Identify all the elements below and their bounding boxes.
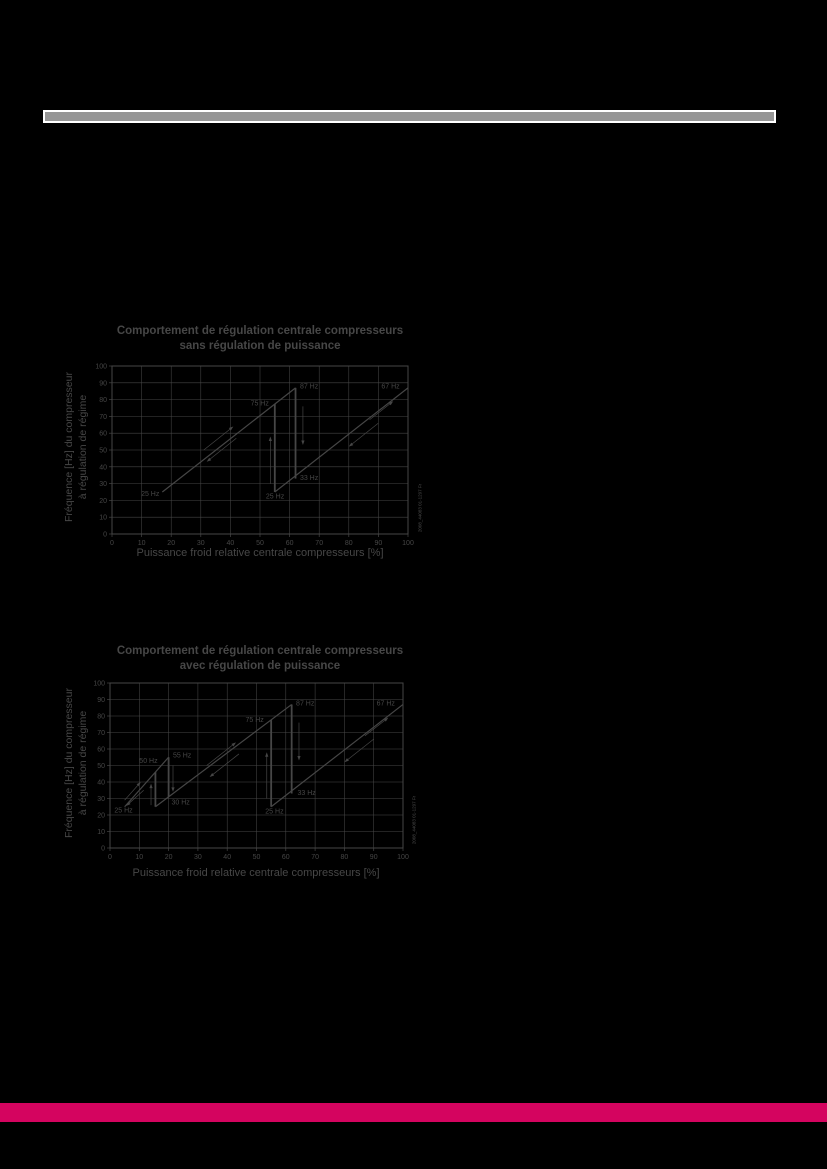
chart1-doc-code: 2008_44083 01-1297 Fr [417, 483, 423, 533]
svg-text:0: 0 [108, 854, 112, 861]
chart2-title: Comportement de régulation centrale comp… [95, 644, 425, 674]
chart1-y-axis-label: Fréquence [Hz] du compresseur à régulati… [62, 342, 90, 552]
header-rule-bar [43, 110, 776, 123]
chart1-y-axis-label-line1: Fréquence [Hz] du compresseur [63, 372, 75, 522]
svg-text:60: 60 [97, 747, 105, 754]
svg-text:30 Hz: 30 Hz [172, 799, 191, 806]
svg-text:60: 60 [99, 431, 107, 438]
chart1-y-axis-label-line2: à régulation de régime [77, 394, 89, 500]
svg-text:60: 60 [286, 540, 294, 547]
svg-text:0: 0 [103, 532, 107, 539]
svg-text:70: 70 [99, 414, 107, 421]
svg-text:25 Hz: 25 Hz [265, 808, 284, 815]
svg-text:30: 30 [97, 796, 105, 803]
chart2-title-line1: Comportement de régulation centrale comp… [116, 645, 404, 657]
svg-text:70: 70 [311, 854, 319, 861]
svg-text:70: 70 [315, 540, 323, 547]
svg-text:87 Hz: 87 Hz [300, 384, 319, 391]
svg-text:55 Hz: 55 Hz [173, 752, 192, 759]
svg-text:90: 90 [99, 380, 107, 387]
svg-text:0: 0 [110, 540, 114, 547]
svg-text:50: 50 [256, 540, 264, 547]
svg-text:50: 50 [97, 763, 105, 770]
svg-text:33 Hz: 33 Hz [298, 790, 317, 797]
svg-text:30: 30 [99, 481, 107, 488]
svg-text:40: 40 [99, 464, 107, 471]
svg-text:80: 80 [341, 854, 349, 861]
svg-text:80: 80 [345, 540, 353, 547]
svg-text:20: 20 [99, 498, 107, 505]
chart1-title: Comportement de régulation centrale comp… [95, 324, 425, 354]
svg-text:75 Hz: 75 Hz [246, 717, 265, 724]
chart2-y-axis-label: Fréquence [Hz] du compresseur à régulati… [62, 658, 90, 868]
chart2-x-axis-label: Puissance froid relative centrale compre… [132, 867, 380, 879]
chart1-title-line1: Comportement de régulation centrale comp… [116, 325, 404, 337]
svg-text:70: 70 [97, 730, 105, 737]
svg-text:30: 30 [194, 854, 202, 861]
svg-text:40: 40 [227, 540, 235, 547]
svg-text:75 Hz: 75 Hz [251, 400, 270, 407]
svg-text:90: 90 [375, 540, 383, 547]
svg-text:50 Hz: 50 Hz [139, 758, 158, 765]
svg-text:40: 40 [97, 780, 105, 787]
svg-text:20: 20 [97, 813, 105, 820]
chart2-doc-code: 2008_44083 01-1297 Fr [411, 795, 417, 845]
svg-text:10: 10 [135, 854, 143, 861]
svg-text:40: 40 [223, 854, 231, 861]
chart2-y-axis-label-line1: Fréquence [Hz] du compresseur [63, 688, 75, 838]
svg-text:30: 30 [197, 540, 205, 547]
chart2-y-axis-label-line2: à régulation de régime [77, 710, 89, 816]
svg-text:100: 100 [93, 681, 105, 688]
svg-text:25 Hz: 25 Hz [266, 494, 285, 501]
svg-text:100: 100 [402, 540, 414, 547]
svg-text:87 Hz: 87 Hz [296, 700, 315, 707]
chart2-title-line2: avec régulation de puissance [179, 660, 341, 672]
svg-text:90: 90 [370, 854, 378, 861]
footer-color-bar [0, 1103, 827, 1122]
svg-text:100: 100 [397, 854, 409, 861]
svg-text:90: 90 [97, 697, 105, 704]
svg-text:67 Hz: 67 Hz [377, 700, 396, 707]
svg-text:20: 20 [165, 854, 173, 861]
svg-text:25 Hz: 25 Hz [141, 491, 160, 498]
svg-text:80: 80 [99, 397, 107, 404]
svg-text:10: 10 [99, 515, 107, 522]
svg-text:33 Hz: 33 Hz [300, 475, 319, 482]
svg-text:10: 10 [138, 540, 146, 547]
chart1-x-axis-label: Puissance froid relative centrale compre… [136, 547, 384, 559]
svg-text:60: 60 [282, 854, 290, 861]
svg-text:10: 10 [97, 829, 105, 836]
chart1-title-line2: sans régulation de puissance [179, 340, 341, 352]
svg-text:67 Hz: 67 Hz [381, 384, 400, 391]
svg-text:80: 80 [97, 714, 105, 721]
svg-text:0: 0 [101, 846, 105, 853]
svg-text:25 Hz: 25 Hz [114, 808, 133, 815]
svg-text:50: 50 [99, 448, 107, 455]
svg-text:50: 50 [253, 854, 261, 861]
svg-text:100: 100 [95, 364, 107, 371]
svg-text:20: 20 [167, 540, 175, 547]
